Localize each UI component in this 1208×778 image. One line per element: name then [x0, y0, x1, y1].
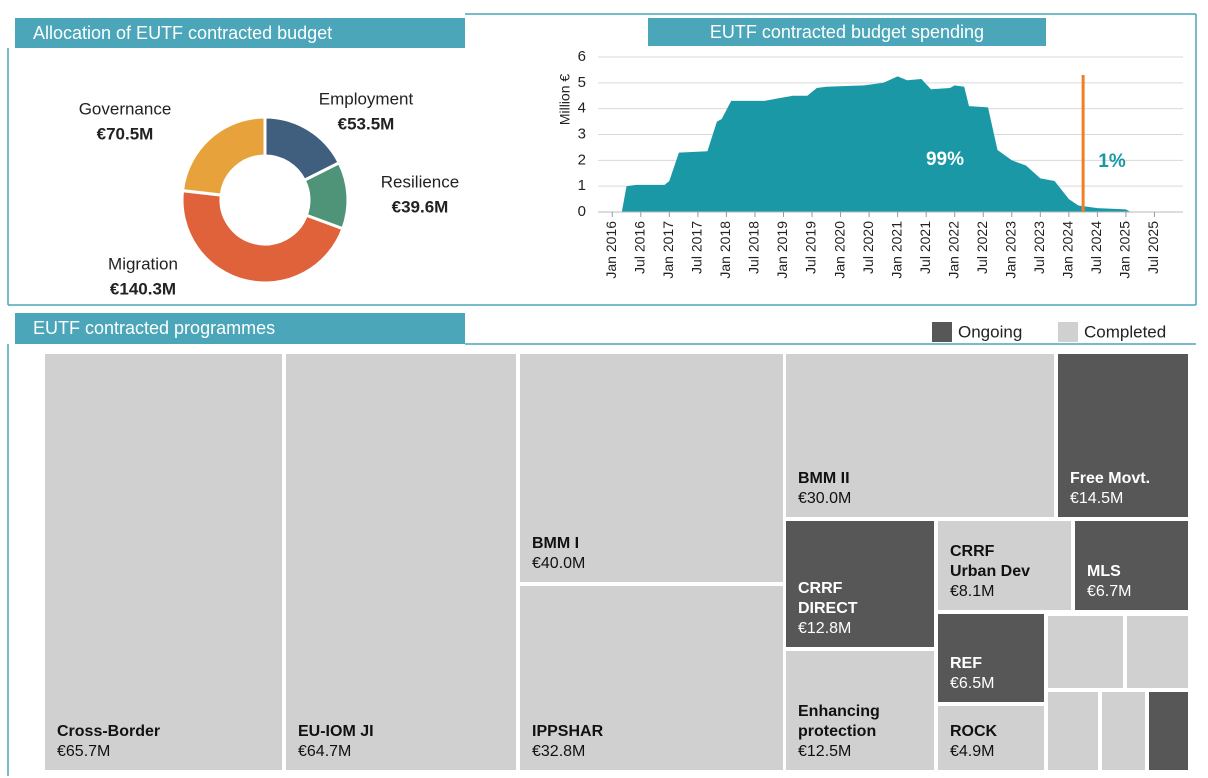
- y-tick-label: 2: [578, 151, 586, 168]
- x-tick-label: Jul 2025: [1145, 221, 1161, 274]
- chart-title: Allocation of EUTF contracted budget: [33, 23, 332, 43]
- cell-name: Free Movt.: [1070, 470, 1151, 487]
- cell-value: €12.5M: [798, 743, 852, 760]
- treemap-cell: ROCK €4.9M: [938, 706, 1044, 770]
- treemap-cell: [1048, 616, 1123, 688]
- slice-value: €140.3M: [110, 279, 176, 298]
- x-tick-label: Jan 2019: [774, 221, 790, 279]
- cell-value: €30.0M: [798, 490, 852, 507]
- legend-swatch: [932, 322, 952, 342]
- treemap-cell: BMM I €40.0M: [520, 354, 783, 582]
- treemap-cell: [1127, 616, 1188, 688]
- legend-swatch: [1058, 322, 1078, 342]
- cell-name: CRRF Urban Dev: [950, 543, 1031, 580]
- x-tick-label: Jul 2021: [917, 221, 933, 274]
- cell-name: MLS: [1087, 563, 1121, 580]
- cell-value: €32.8M: [532, 743, 586, 760]
- annotation: 1%: [1098, 151, 1126, 172]
- x-tick-label: Jul 2022: [974, 221, 990, 274]
- donut-slice: [180, 115, 267, 197]
- slice-value: €53.5M: [338, 114, 395, 133]
- cell-name: IPPSHAR: [532, 723, 604, 740]
- legend-label: Ongoing: [958, 322, 1022, 341]
- header-bar: [15, 18, 465, 48]
- cell-name: Cross-Border: [57, 723, 161, 740]
- y-tick-label: 5: [578, 74, 586, 91]
- slice-label: Employment: [319, 89, 414, 108]
- y-tick-label: 3: [578, 125, 586, 142]
- legend-label: Completed: [1084, 322, 1166, 341]
- x-tick-label: Jan 2021: [888, 221, 904, 279]
- y-axis-label: Million €: [557, 74, 573, 126]
- cell-name: EU-IOM JI: [298, 723, 374, 740]
- cell-name: REF: [950, 655, 982, 672]
- cell-value: €4.9M: [950, 743, 995, 760]
- annotation: 99%: [926, 149, 964, 170]
- x-tick-label: Jul 2023: [1031, 221, 1047, 274]
- treemap-cell: REF €6.5M: [938, 614, 1044, 702]
- area: [621, 76, 1131, 213]
- treemap-cell: [1048, 692, 1098, 770]
- cell-name: Enhancing protection: [798, 703, 880, 740]
- treemap-cell: BMM II €30.0M: [786, 354, 1054, 517]
- x-tick-label: Jan 2022: [945, 221, 961, 279]
- slice-label: Migration: [108, 254, 178, 273]
- treemap-cell: IPPSHAR €32.8M: [520, 586, 783, 770]
- cell-value: €8.1M: [950, 583, 995, 600]
- treemap-cell: CRRF Urban Dev €8.1M: [938, 521, 1071, 610]
- x-tick-label: Jul 2018: [746, 221, 762, 274]
- cell-value: €64.7M: [298, 743, 352, 760]
- frame: [7, 13, 1197, 776]
- slice-label: Resilience: [381, 172, 459, 191]
- chart-title: EUTF contracted programmes: [33, 318, 275, 338]
- cell-value: €65.7M: [57, 743, 111, 760]
- x-tick-label: Jan 2025: [1117, 221, 1133, 279]
- header-bar: [15, 313, 465, 344]
- treemap-cell: MLS €6.7M: [1075, 521, 1188, 610]
- treemap-cell: Enhancing protection €12.5M: [786, 651, 934, 770]
- x-tick-label: Jul 2024: [1088, 221, 1104, 274]
- treemap-cell: Cross-Border €65.7M: [45, 354, 282, 770]
- cell-value: €12.8M: [798, 620, 852, 637]
- x-tick-label: Jan 2020: [831, 221, 847, 279]
- cell-value: €40.0M: [532, 555, 586, 572]
- donut-slice: [180, 188, 345, 285]
- y-tick-label: 6: [578, 48, 586, 65]
- x-tick-label: Jul 2017: [689, 221, 705, 274]
- x-tick-label: Jul 2016: [632, 221, 648, 274]
- header-bar: [648, 18, 1046, 46]
- cell-value: €6.5M: [950, 675, 995, 692]
- cell-value: €6.7M: [1087, 583, 1132, 600]
- cell-name: BMM I: [532, 535, 580, 552]
- slice-value: €39.6M: [392, 197, 449, 216]
- treemap-cell: [1102, 692, 1145, 770]
- y-tick-label: 0: [578, 203, 586, 220]
- x-tick-label: Jan 2023: [1002, 221, 1018, 279]
- cell-name: ROCK: [950, 723, 998, 740]
- x-tick-label: Jan 2016: [603, 221, 619, 279]
- cell-name: CRRF DIRECT: [798, 580, 858, 617]
- chart-title: EUTF contracted budget spending: [710, 22, 984, 42]
- slice-value: €70.5M: [97, 124, 154, 143]
- x-tick-label: Jan 2018: [717, 221, 733, 279]
- cell-value: €14.5M: [1070, 490, 1124, 507]
- y-tick-label: 1: [578, 177, 586, 194]
- x-tick-label: Jul 2020: [860, 221, 876, 274]
- slice-label: Governance: [79, 99, 172, 118]
- x-tick-label: Jan 2017: [660, 221, 676, 279]
- treemap-cell: [1149, 692, 1188, 770]
- x-tick-label: Jul 2019: [803, 221, 819, 274]
- cell-name: BMM II: [798, 470, 850, 487]
- treemap-cell: EU-IOM JI €64.7M: [286, 354, 516, 770]
- treemap-cell: CRRF DIRECT €12.8M: [786, 521, 934, 647]
- treemap-cell: Free Movt. €14.5M: [1058, 354, 1188, 517]
- y-tick-label: 4: [578, 100, 586, 117]
- x-tick-label: Jan 2024: [1060, 221, 1076, 279]
